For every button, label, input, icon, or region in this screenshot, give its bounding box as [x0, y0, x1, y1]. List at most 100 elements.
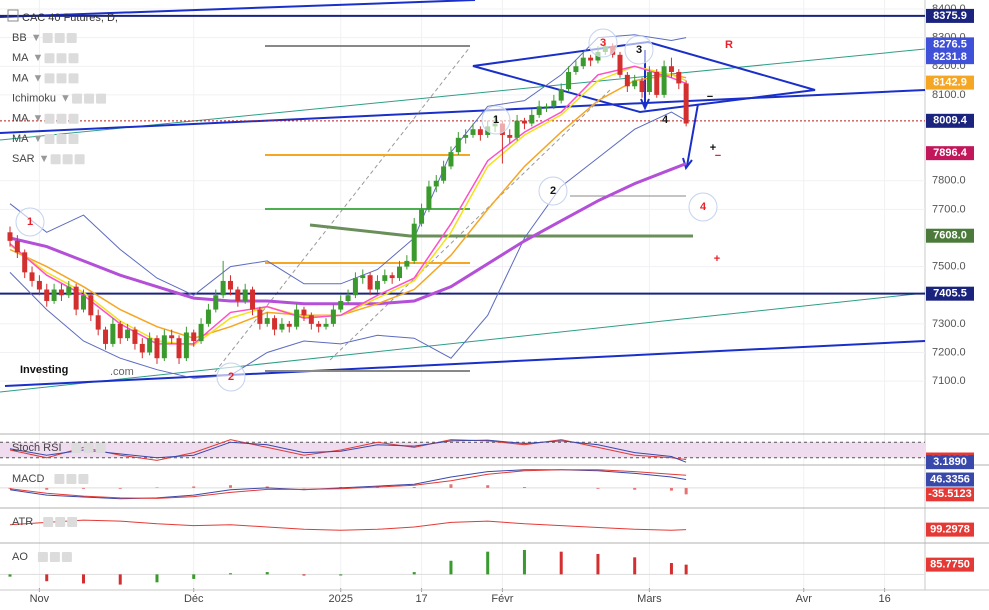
legend-icon[interactable]	[62, 154, 73, 165]
dropdown-caret: ▼	[60, 93, 71, 105]
legend-icon[interactable]	[68, 134, 79, 144]
candle-body	[272, 318, 278, 330]
indicator-line	[9, 74, 687, 339]
legend-icon[interactable]	[56, 53, 67, 64]
legend-icon[interactable]	[66, 474, 77, 484]
legend-icon[interactable]	[72, 93, 83, 104]
candle-body	[470, 129, 476, 135]
candle-body	[176, 338, 182, 359]
indicator-label: BB	[12, 32, 27, 44]
legend-icon[interactable]	[74, 154, 85, 165]
price-label: 8375.9	[933, 10, 967, 22]
legend-icon[interactable]	[54, 33, 65, 43]
indicator-bar	[522, 549, 526, 575]
stoch-band	[0, 442, 925, 458]
indicator-bar	[192, 486, 196, 488]
legend-icon[interactable]	[95, 443, 106, 453]
candle-body	[580, 57, 586, 67]
price-label-box	[926, 8, 974, 23]
legend-icon[interactable]	[44, 134, 55, 144]
legend-icon[interactable]	[61, 552, 72, 562]
indicator-bar	[449, 484, 453, 488]
legend-icon[interactable]	[83, 443, 94, 453]
legend-icon[interactable]	[54, 474, 65, 484]
dropdown-caret: ▼	[33, 52, 44, 64]
legend-icon[interactable]	[50, 154, 61, 165]
legend-icon[interactable]	[96, 93, 107, 104]
candle-body	[294, 309, 300, 327]
dropdown-caret: ▼	[39, 153, 50, 165]
x-tick-label: 17	[415, 593, 427, 605]
candle-body	[205, 309, 211, 324]
candle-body	[397, 266, 403, 279]
legend-icon[interactable]	[56, 73, 67, 84]
candle-body	[455, 137, 461, 153]
indicator-bar	[486, 485, 490, 488]
candle-body	[58, 289, 64, 296]
legend-icon[interactable]	[68, 73, 79, 84]
candle-body	[588, 57, 594, 61]
candle-body	[360, 275, 366, 279]
legend-icon[interactable]	[49, 552, 60, 562]
legend-icon[interactable]	[37, 552, 48, 562]
x-tick-label: 2025	[328, 593, 352, 605]
legend-icon[interactable]	[66, 33, 77, 43]
annotation: 1	[27, 216, 33, 228]
candle-body	[566, 71, 572, 90]
legend: CAC 40 Futures, D, BB ▼MA ▼MA ▼Ichimoku ▼MA ▼…	[7, 9, 118, 563]
candle-body	[654, 71, 660, 95]
legend-icon[interactable]	[68, 53, 79, 64]
annotation: 2	[550, 185, 556, 197]
annotation-circle	[15, 207, 45, 237]
legend-icon[interactable]	[43, 517, 54, 527]
candle-body	[477, 129, 483, 135]
candle-body	[264, 318, 270, 324]
legend-icon[interactable]	[78, 474, 89, 484]
price-label: 99.2978	[930, 524, 970, 536]
candle-body	[676, 71, 682, 84]
legend-icon[interactable]	[67, 517, 78, 527]
price-label: 46.3356	[930, 473, 970, 485]
trend-line	[4, 340, 926, 387]
legend-icon[interactable]	[56, 113, 67, 124]
indicator-label: MA	[12, 113, 29, 125]
indicator-bar	[155, 487, 159, 488]
indicator-label: SAR	[12, 153, 35, 165]
candle-body	[132, 329, 138, 344]
candle-body	[29, 272, 35, 281]
candle-body	[683, 83, 689, 124]
legend-icon[interactable]	[71, 443, 82, 453]
candle-body	[374, 280, 380, 290]
indicator-bar	[596, 553, 600, 575]
price-label: 8231.8	[933, 51, 967, 63]
candle-body	[235, 289, 241, 301]
x-tick-label: Nov	[30, 593, 50, 605]
pattern-shape	[472, 40, 816, 114]
ichimoku-line	[309, 223, 693, 238]
legend-icon[interactable]	[44, 113, 55, 124]
legend-icon[interactable]	[56, 134, 67, 144]
legend-icon[interactable]	[68, 113, 79, 124]
indicator-bar	[265, 572, 269, 575]
indicator-bar	[8, 574, 12, 577]
legend-icon[interactable]	[55, 517, 66, 527]
annotation-circle	[481, 105, 511, 135]
indicator-line	[9, 162, 687, 306]
indicator-bar	[228, 485, 232, 488]
candle-body	[257, 309, 263, 324]
indicator-bar	[228, 573, 232, 575]
candle-body	[73, 286, 79, 310]
annotation: −	[707, 91, 713, 103]
indicator-bar	[596, 487, 600, 489]
indicator-bar	[412, 487, 416, 488]
legend-icon[interactable]	[44, 53, 55, 64]
price-label-box	[926, 75, 974, 90]
price-label-box	[926, 286, 974, 301]
legend-icon[interactable]	[44, 73, 55, 84]
y-tick-label: 7800.0	[932, 175, 966, 187]
x-tick-label: Mars	[637, 593, 662, 605]
legend-icon[interactable]	[42, 33, 53, 43]
legend-icon[interactable]	[84, 93, 95, 104]
candle-body	[617, 54, 623, 75]
